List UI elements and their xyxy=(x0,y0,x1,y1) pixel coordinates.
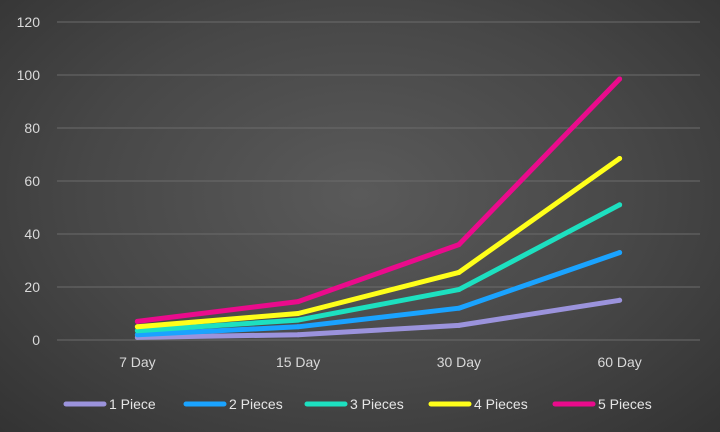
data-point xyxy=(295,324,301,330)
legend-label: 2 Pieces xyxy=(229,396,283,412)
series-2 xyxy=(134,250,623,338)
x-tick-label: 7 Day xyxy=(119,354,156,370)
data-point xyxy=(617,202,623,208)
series-line xyxy=(134,250,623,338)
data-point xyxy=(456,322,462,328)
data-point xyxy=(295,299,301,305)
series-line xyxy=(134,76,623,324)
series-line xyxy=(134,297,623,340)
y-tick-label: 0 xyxy=(32,332,40,348)
x-tick-label: 30 Day xyxy=(437,354,481,370)
y-tick-label: 100 xyxy=(17,67,41,83)
data-point xyxy=(295,311,301,316)
data-point xyxy=(617,155,623,161)
data-point xyxy=(456,305,462,311)
legend-label: 5 Pieces xyxy=(598,396,652,412)
data-point xyxy=(295,317,301,323)
x-axis-ticks: 7 Day 15 Day 30 Day 60 Day xyxy=(119,354,642,370)
series-3 xyxy=(134,202,623,334)
y-tick-label: 120 xyxy=(17,14,41,30)
series-line xyxy=(134,156,623,330)
y-tick-label: 80 xyxy=(24,120,40,136)
legend-item: 3 Pieces xyxy=(304,396,404,412)
series-1 xyxy=(134,297,623,340)
data-point xyxy=(456,287,462,293)
y-tick-label: 40 xyxy=(24,226,40,242)
series-5 xyxy=(134,76,623,324)
y-axis-ticks: 0 20 40 60 80 100 120 xyxy=(17,14,41,348)
data-point xyxy=(456,269,462,275)
data-point xyxy=(617,250,623,256)
legend-item: 1 Piece xyxy=(63,396,156,412)
legend: 1 Piece 2 Pieces 3 Pieces 4 Pieces 5 Pieces xyxy=(63,396,652,412)
legend-label: 3 Pieces xyxy=(350,396,404,412)
series-4 xyxy=(134,155,623,330)
data-point xyxy=(617,76,623,82)
legend-label: 4 Pieces xyxy=(474,396,528,412)
data-point xyxy=(456,242,462,248)
legend-item: 2 Pieces xyxy=(183,396,283,412)
data-point xyxy=(134,328,140,334)
legend-item: 4 Pieces xyxy=(428,396,528,412)
y-tick-label: 60 xyxy=(24,173,40,189)
legend-item: 5 Pieces xyxy=(552,396,652,412)
data-point xyxy=(295,332,301,338)
legend-label: 1 Piece xyxy=(109,396,156,412)
data-point xyxy=(134,324,140,330)
x-tick-label: 15 Day xyxy=(276,354,320,370)
data-point xyxy=(617,297,623,303)
data-point xyxy=(134,332,140,338)
y-tick-label: 20 xyxy=(24,279,40,295)
gridlines xyxy=(57,21,700,341)
x-tick-label: 60 Day xyxy=(597,354,641,370)
series-lines xyxy=(134,76,623,340)
series-line xyxy=(134,202,623,334)
data-point xyxy=(134,318,140,324)
